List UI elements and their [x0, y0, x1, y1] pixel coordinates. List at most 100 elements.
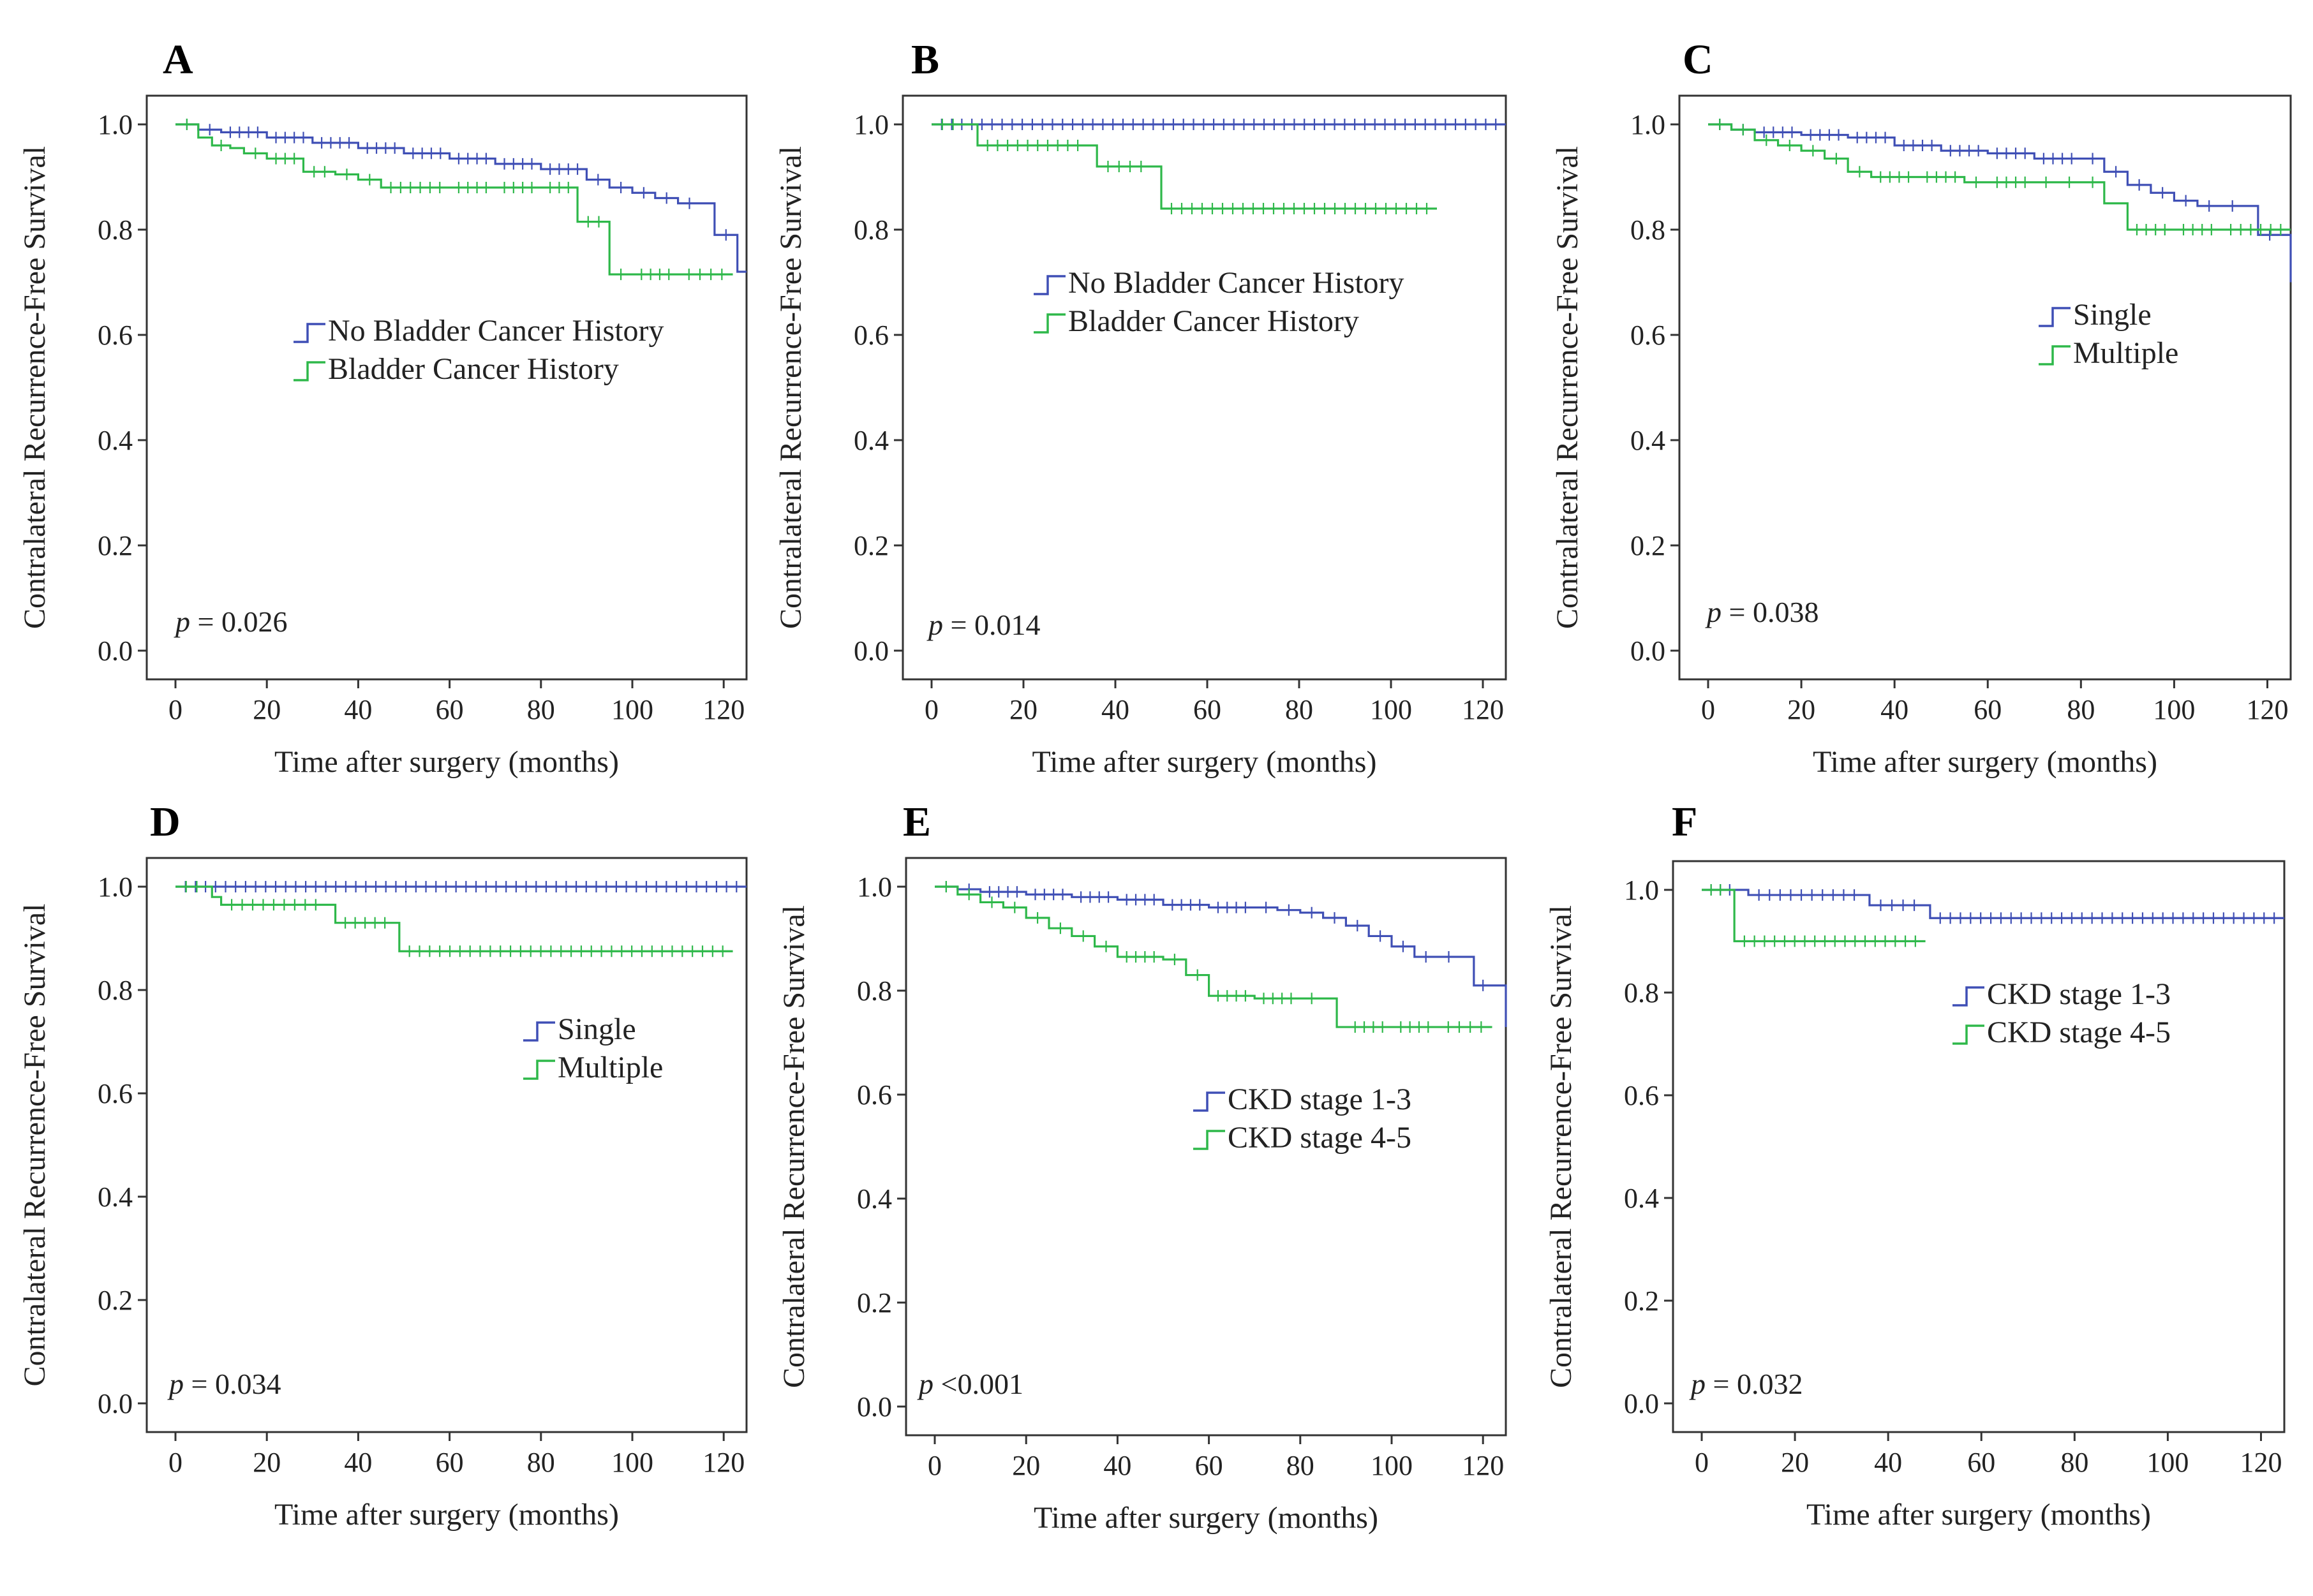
- x-tick-label: 40: [1880, 694, 1908, 725]
- y-axis-label: Contralateral Recurrence-Free Survival: [18, 904, 52, 1387]
- x-tick-label: 60: [1195, 1450, 1223, 1481]
- y-axis-label: Contralateral Recurrence-Free Survival: [774, 146, 808, 629]
- y-tick-label: 0.4: [98, 1181, 133, 1213]
- x-tick-label: 40: [1874, 1447, 1902, 1478]
- x-tick-label: 20: [253, 694, 281, 725]
- plot-frame: [145, 857, 748, 1433]
- y-tick-label: 1.0: [98, 109, 133, 140]
- y-tick-label: 1.0: [854, 109, 889, 140]
- y-tick-label: 0.4: [854, 425, 889, 456]
- x-tick-label: 120: [703, 694, 745, 725]
- p-value: p = 0.026: [174, 605, 287, 638]
- legend-entry: Bladder Cancer History: [328, 352, 619, 386]
- x-tick-label: 20: [1012, 1450, 1040, 1481]
- legend-entry: CKD stage 1-3: [1228, 1082, 1411, 1116]
- y-tick-label: 0.0: [98, 1388, 133, 1419]
- series-2-line: [175, 885, 733, 952]
- x-tick-label: 0: [168, 1447, 182, 1478]
- y-tick-label: 0.6: [98, 1078, 133, 1109]
- legend-swatch: [1034, 275, 1066, 295]
- series-1-line: [1708, 123, 2292, 283]
- y-tick-label: 0.0: [857, 1391, 892, 1422]
- x-axis-label: Time after surgery (months): [1813, 745, 2157, 779]
- legend-swatch: [1193, 1091, 1225, 1112]
- x-tick-label: 20: [1009, 694, 1038, 725]
- series-1-censor-marks: [184, 881, 738, 892]
- series-2-censor-marks: [1719, 119, 2282, 235]
- panel-letter: D: [150, 799, 181, 845]
- p-value: p <0.001: [917, 1368, 1023, 1400]
- x-tick-label: 0: [925, 694, 939, 725]
- p-value: p = 0.034: [167, 1368, 281, 1400]
- legend-swatch: [523, 1021, 555, 1042]
- y-tick-label: 0.6: [1624, 1080, 1659, 1111]
- p-value: p = 0.032: [1689, 1368, 1803, 1400]
- legend-entry: Bladder Cancer History: [1068, 304, 1359, 338]
- y-tick-label: 0.4: [1624, 1183, 1659, 1214]
- x-tick-label: 60: [1974, 694, 2002, 725]
- x-tick-label: 60: [436, 694, 464, 725]
- x-tick-label: 120: [1462, 694, 1504, 725]
- y-tick-label: 0.8: [98, 975, 133, 1006]
- legend-swatch: [2039, 345, 2071, 366]
- y-tick-label: 1.0: [1630, 109, 1665, 140]
- y-tick-label: 0.4: [98, 425, 133, 456]
- x-tick-label: 120: [703, 1447, 745, 1478]
- series-2-censor-marks: [185, 881, 724, 957]
- x-tick-label: 60: [436, 1447, 464, 1478]
- panel-letter: F: [1672, 799, 1697, 845]
- x-tick-label: 0: [1695, 1447, 1709, 1478]
- y-tick-label: 0.0: [854, 635, 889, 667]
- y-tick-label: 0.6: [1630, 320, 1665, 351]
- x-tick-label: 120: [2240, 1447, 2282, 1478]
- x-axis-label: Time after surgery (months): [274, 745, 619, 779]
- x-tick-label: 0: [928, 1450, 942, 1481]
- x-tick-label: 60: [1193, 694, 1221, 725]
- legend-entry: CKD stage 4-5: [1987, 1016, 2171, 1049]
- legend-entry: CKD stage 1-3: [1987, 977, 2171, 1011]
- x-tick-label: 80: [2067, 694, 2095, 725]
- legend-entry: Single: [558, 1012, 636, 1046]
- panel-letter: A: [163, 36, 193, 83]
- panel-e: 0.0 0.2 0.4 0.6 0.8 1.0 0 20 40 60 80 100 120 Time af…: [777, 799, 1507, 1535]
- panel-b: 0.0 0.2 0.4 0.6 0.8 1.0 0 20 40 60 80 100 120 Time af…: [774, 36, 1507, 779]
- series-1-censor-marks: [1719, 119, 2271, 241]
- series-1-line: [175, 123, 747, 273]
- series-1-censor-marks: [945, 881, 1484, 991]
- y-tick-label: 0.6: [857, 1079, 892, 1111]
- x-tick-label: 40: [1101, 694, 1129, 725]
- y-axis-label: Contralateral Recurrence-Free Survival: [18, 146, 52, 629]
- series-2-line: [1702, 889, 1926, 943]
- panel-a: 0.0 0.2 0.4 0.6 0.8 1.0 0 20 40 60 80 100 120 Time af…: [18, 36, 748, 779]
- y-axis-label: Contralateral Recurrence-Free Survival: [1544, 905, 1578, 1388]
- series-2-censor-marks: [1710, 884, 1916, 947]
- y-tick-label: 0.8: [98, 214, 133, 246]
- series-2-censor-marks: [941, 119, 1428, 214]
- x-axis-label: Time after surgery (months): [1806, 1498, 2151, 1532]
- legend-swatch: [2039, 307, 2071, 327]
- series-1-line: [935, 885, 1507, 1028]
- x-axis-label: Time after surgery (months): [1032, 745, 1377, 779]
- series-2-line: [935, 885, 1492, 1028]
- x-tick-label: 100: [611, 1447, 653, 1478]
- panel-letter: C: [1683, 36, 1713, 83]
- x-tick-label: 40: [1103, 1450, 1131, 1481]
- legend-swatch: [294, 361, 325, 381]
- y-tick-label: 0.2: [857, 1287, 892, 1319]
- y-tick-label: 0.2: [98, 1285, 133, 1316]
- x-tick-label: 120: [2246, 694, 2288, 725]
- series-2-line: [175, 123, 733, 276]
- x-tick-label: 100: [611, 694, 653, 725]
- y-axis-label: Contralateral Recurrence-Free Survival: [1551, 146, 1584, 629]
- panel-c: 0.0 0.2 0.4 0.6 0.8 1.0 0 20 40 60 80 100 120 Time af…: [1551, 36, 2292, 779]
- legend-swatch: [294, 323, 325, 343]
- y-tick-label: 0.0: [1630, 635, 1665, 667]
- x-tick-label: 40: [344, 1447, 372, 1478]
- x-tick-label: 0: [1701, 694, 1715, 725]
- series-2-censor-marks: [186, 119, 723, 281]
- series-2-line: [1708, 123, 2291, 231]
- plot-frame: [902, 94, 1507, 681]
- legend-swatch: [1952, 986, 1984, 1007]
- y-tick-label: 1.0: [1624, 875, 1659, 906]
